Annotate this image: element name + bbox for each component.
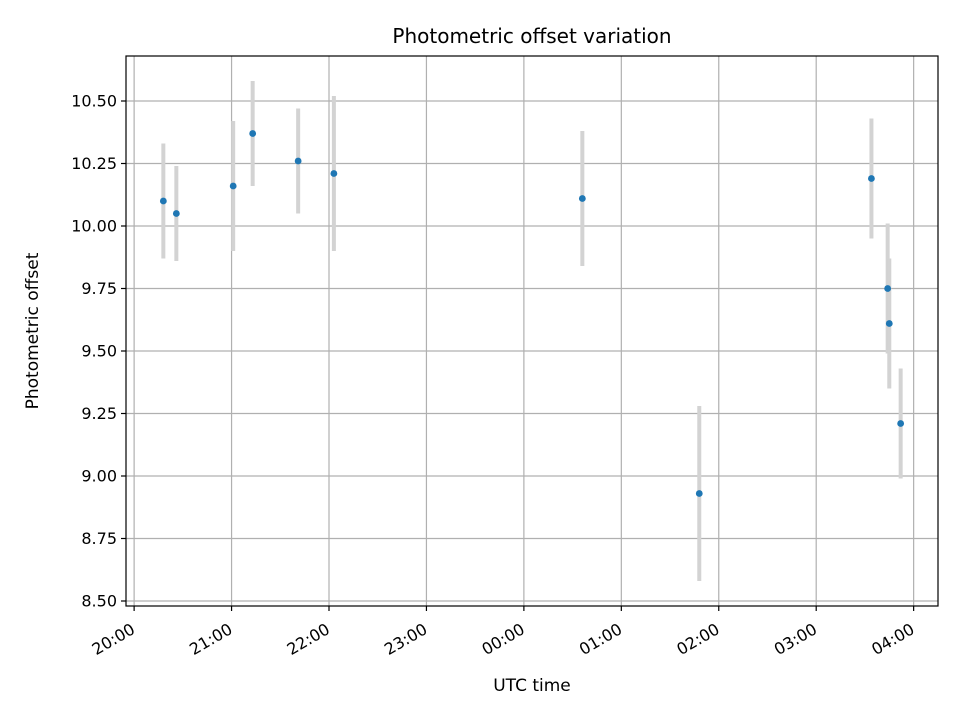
data-point [159,197,167,205]
data-points [159,130,905,497]
data-point [330,170,338,177]
data-point [897,420,905,427]
plot-area-frame [125,55,939,607]
y-axis-title: Photometric offset [23,252,43,409]
grid [126,56,938,606]
data-point [884,285,892,292]
chart-title: Photometric offset variation [392,24,671,48]
y-tick-label: 9.75 [81,279,117,298]
data-point [885,320,893,327]
data-point [868,175,875,182]
x-axis-title: UTC time [493,676,571,696]
y-tick-label: 8.50 [81,592,117,611]
y-tick-label: 9.00 [81,467,117,486]
data-point [249,130,257,137]
y-tick-label: 9.25 [81,404,117,423]
data-point [695,490,703,497]
data-point [229,182,237,190]
data-point [578,195,586,202]
y-tick-label: 10.00 [71,217,117,236]
y-axis-ticks: 8.50 8.75 9.00 9.25 9.50 9.75 10.00 10.25 10.50 [71,92,126,611]
y-tick-label: 10.50 [71,92,117,111]
data-point [172,210,180,217]
data-point [294,157,302,165]
y-tick-label: 10.25 [71,154,117,173]
y-tick-label: 8.75 [81,529,117,548]
y-tick-label: 9.50 [81,342,117,361]
